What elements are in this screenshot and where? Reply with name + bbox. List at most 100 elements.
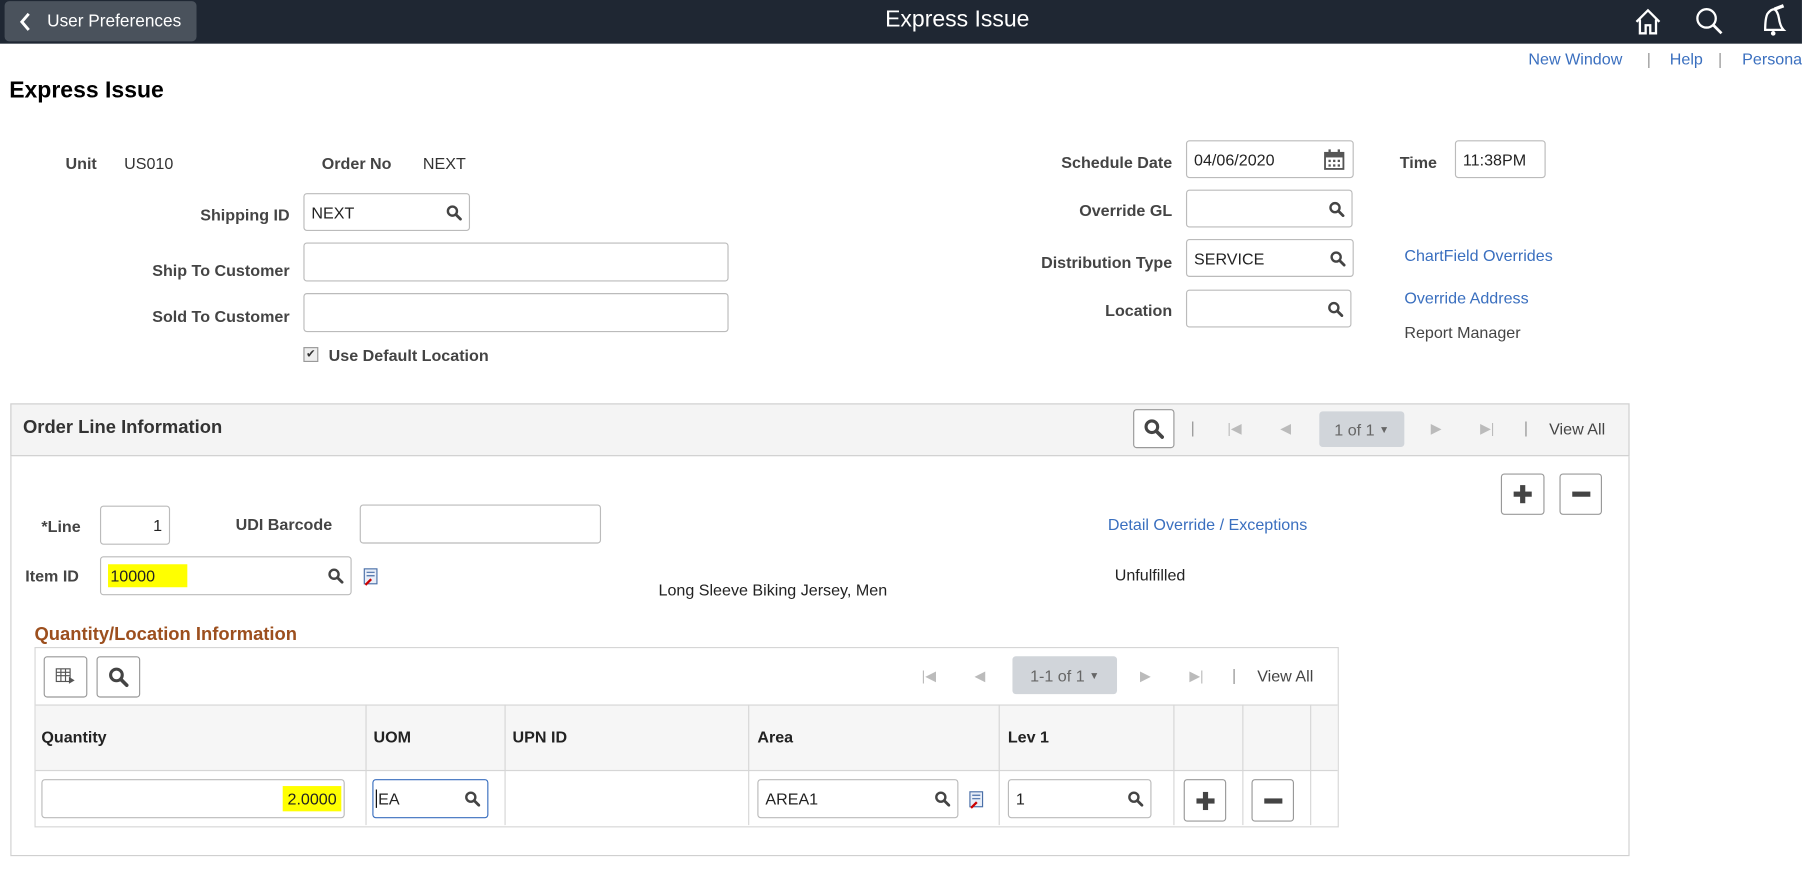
personalize-link[interactable]: Persona xyxy=(1742,49,1802,68)
column-header-area: Area xyxy=(757,727,794,746)
line-label: *Line xyxy=(41,517,81,536)
item-id-label: Item ID xyxy=(25,566,79,585)
next-icon[interactable]: ▶ xyxy=(1430,420,1442,437)
column-divider xyxy=(1310,704,1312,826)
area-detail-icon[interactable] xyxy=(968,791,986,809)
plus-icon xyxy=(1195,790,1216,811)
delete-row-button[interactable] xyxy=(1559,473,1602,515)
schedule-date-input[interactable]: 04/06/2020 xyxy=(1185,140,1354,179)
time-value: 11:38PM xyxy=(1462,149,1527,169)
grid-header-row xyxy=(35,704,1338,772)
column-divider xyxy=(1242,704,1244,826)
add-row-button[interactable] xyxy=(1500,473,1545,515)
pager-text: 1 of 1 xyxy=(1334,420,1375,439)
quantity-input[interactable]: 2.0000 xyxy=(41,779,345,819)
distribution-type-value: SERVICE xyxy=(1194,248,1265,268)
row-pager-dropdown[interactable]: 1 of 1 ▼ xyxy=(1319,411,1405,448)
ship-to-customer-label: Ship To Customer xyxy=(152,260,290,280)
divider: | xyxy=(1231,665,1237,684)
qty-location-title: Quantity/Location Information xyxy=(34,625,297,645)
override-address-link[interactable]: Override Address xyxy=(1404,288,1529,307)
find-button[interactable] xyxy=(1133,409,1175,449)
first-page-icon[interactable]: |◀ xyxy=(1227,420,1242,437)
view-all-link[interactable]: View All xyxy=(1257,666,1314,685)
previous-icon[interactable]: ◀ xyxy=(1280,420,1291,437)
lookup-icon[interactable] xyxy=(1328,201,1344,217)
grid-pager-dropdown[interactable]: 1-1 of 1 ▼ xyxy=(1012,656,1118,695)
use-default-location-checkbox[interactable]: ✔ xyxy=(303,347,319,362)
item-description: Long Sleeve Biking Jersey, Men xyxy=(658,580,888,599)
first-page-icon[interactable]: |◀ xyxy=(921,667,936,684)
area-input[interactable]: AREA1 xyxy=(757,779,959,819)
pager-text: 1-1 of 1 xyxy=(1030,665,1085,685)
divider: | xyxy=(1523,418,1529,437)
minus-icon xyxy=(1262,790,1283,811)
schedule-date-label: Schedule Date xyxy=(1061,152,1173,172)
location-input[interactable] xyxy=(1185,289,1352,328)
minus-icon xyxy=(1570,484,1591,505)
personalize-grid-button[interactable] xyxy=(43,656,88,698)
shipping-id-input[interactable]: NEXT xyxy=(303,193,471,231)
qty-location-grid xyxy=(34,646,1339,828)
add-row-button[interactable] xyxy=(1183,779,1227,822)
detail-override-link[interactable]: Detail Override / Exceptions xyxy=(1107,514,1308,534)
back-label: User Preferences xyxy=(47,11,182,32)
column-header-quantity: Quantity xyxy=(41,727,107,746)
top-banner xyxy=(0,0,1802,44)
back-button[interactable]: User Preferences xyxy=(4,1,197,42)
location-label: Location xyxy=(1105,301,1173,320)
last-page-icon[interactable]: ▶| xyxy=(1189,667,1204,684)
notification-bell-icon[interactable] xyxy=(1756,3,1788,37)
divider: | xyxy=(1190,418,1195,437)
use-default-location-label: Use Default Location xyxy=(328,345,489,365)
lookup-icon[interactable] xyxy=(1127,791,1143,807)
column-divider xyxy=(504,704,506,826)
lookup-icon[interactable] xyxy=(446,204,462,220)
status-text: Unfulfilled xyxy=(1114,565,1186,584)
line-value: 1 xyxy=(153,515,163,535)
lookup-icon[interactable] xyxy=(1327,301,1343,317)
udi-barcode-input[interactable] xyxy=(359,504,602,544)
distribution-type-input[interactable]: SERVICE xyxy=(1185,239,1354,277)
column-divider xyxy=(1173,704,1175,826)
chartfield-overrides-link[interactable]: ChartField Overrides xyxy=(1404,245,1553,265)
divider: | xyxy=(1646,49,1651,68)
delete-row-button[interactable] xyxy=(1251,779,1294,822)
lookup-icon[interactable] xyxy=(1330,250,1346,266)
override-gl-label: Override GL xyxy=(1079,201,1173,220)
schedule-date-value: 04/06/2020 xyxy=(1194,149,1275,169)
next-icon[interactable]: ▶ xyxy=(1140,667,1151,684)
line-input[interactable]: 1 xyxy=(99,505,171,545)
banner-title: Express Issue xyxy=(885,6,1030,33)
search-icon[interactable] xyxy=(1694,6,1724,36)
new-window-link[interactable]: New Window xyxy=(1528,49,1623,68)
last-page-icon[interactable]: ▶| xyxy=(1480,420,1495,437)
calendar-icon[interactable] xyxy=(1323,148,1346,171)
time-input[interactable]: 11:38PM xyxy=(1454,140,1546,179)
column-divider xyxy=(998,704,1000,826)
grid-settings-icon xyxy=(55,668,75,684)
uom-input[interactable]: EA xyxy=(372,779,489,819)
lev1-input[interactable]: 1 xyxy=(1007,779,1152,819)
previous-icon[interactable]: ◀ xyxy=(974,667,986,684)
override-gl-input[interactable] xyxy=(1185,189,1353,228)
report-manager-link[interactable]: Report Manager xyxy=(1404,322,1521,342)
lookup-icon[interactable] xyxy=(328,568,344,584)
search-icon xyxy=(108,667,129,688)
item-id-input[interactable]: 10000 xyxy=(99,556,352,596)
sold-to-customer-input[interactable] xyxy=(303,293,729,333)
lookup-icon[interactable] xyxy=(934,791,950,807)
column-divider xyxy=(365,704,367,826)
ship-to-customer-input[interactable] xyxy=(303,242,729,282)
lookup-icon[interactable] xyxy=(464,791,480,807)
home-icon[interactable] xyxy=(1633,7,1663,37)
find-button[interactable] xyxy=(96,656,141,698)
page-title: Express Issue xyxy=(9,78,164,104)
item-detail-icon[interactable] xyxy=(362,568,380,586)
view-all-link[interactable]: View All xyxy=(1549,419,1606,438)
column-divider xyxy=(748,704,750,826)
help-link[interactable]: Help xyxy=(1669,49,1703,68)
column-header-uom: UOM xyxy=(373,727,412,746)
dropdown-arrow-icon: ▼ xyxy=(1089,669,1100,681)
unit-value: US010 xyxy=(124,153,174,173)
